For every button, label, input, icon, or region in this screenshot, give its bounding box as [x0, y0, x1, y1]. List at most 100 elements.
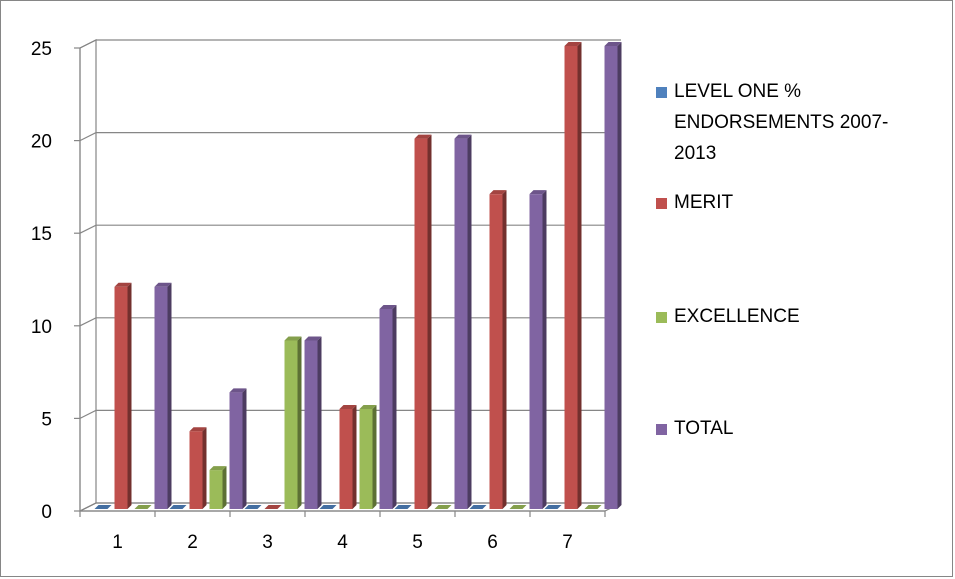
- bar-front: [489, 194, 503, 509]
- bar-top: [604, 42, 622, 46]
- bar[interactable]: [114, 282, 132, 509]
- bar-top: [584, 505, 602, 509]
- bar[interactable]: [189, 427, 207, 509]
- bar-front: [454, 138, 468, 509]
- bar-top: [284, 336, 302, 341]
- bar-top: [469, 505, 487, 509]
- x-tick-label: 4: [337, 532, 348, 553]
- bar-top: [394, 505, 412, 509]
- legend-label: 2013: [674, 143, 716, 164]
- bar[interactable]: [509, 505, 527, 509]
- bar-front: [154, 286, 168, 509]
- bar[interactable]: [339, 404, 357, 509]
- bar-side: [222, 466, 227, 509]
- legend-item[interactable]: MERIT: [656, 192, 734, 213]
- bar-front: [284, 340, 298, 509]
- bar[interactable]: [414, 134, 432, 509]
- bar[interactable]: [154, 282, 172, 509]
- y-tick-label: 0: [41, 502, 52, 523]
- bar-front: [379, 308, 393, 509]
- legend[interactable]: LEVEL ONE % ENDORSEMENTS 2007- 2013 MERIT EX…: [656, 81, 888, 439]
- bar[interactable]: [209, 466, 227, 509]
- bar-side: [392, 304, 397, 509]
- bar-side: [297, 336, 302, 509]
- bar-front: [414, 138, 428, 509]
- bar[interactable]: [359, 404, 377, 509]
- legend-label: LEVEL ONE %: [674, 81, 801, 102]
- bar-front: [564, 46, 578, 509]
- bar-top: [229, 388, 247, 393]
- bar-top: [134, 505, 152, 509]
- legend-label: MERIT: [674, 192, 734, 213]
- bar-top: [454, 134, 472, 139]
- bar[interactable]: [434, 505, 452, 509]
- gridline: [79, 409, 621, 419]
- gridline: [79, 224, 621, 234]
- x-tick-label: 6: [487, 532, 498, 553]
- legend-item[interactable]: LEVEL ONE % ENDORSEMENTS 2007- 2013: [656, 81, 888, 164]
- bar-top: [509, 505, 527, 509]
- bar-front: [604, 46, 618, 509]
- bar[interactable]: [229, 388, 247, 509]
- y-tick-label: 25: [31, 39, 52, 60]
- side-wall: [79, 39, 97, 512]
- bar[interactable]: [94, 505, 112, 509]
- bar[interactable]: [264, 505, 282, 509]
- bar-side: [502, 190, 507, 509]
- bar[interactable]: [394, 505, 412, 509]
- bar[interactable]: [564, 42, 582, 509]
- y-tick-label: 5: [41, 409, 52, 430]
- bar[interactable]: [469, 505, 487, 509]
- bar[interactable]: [379, 304, 397, 509]
- gridline: [79, 132, 621, 142]
- y-tick-label: 15: [31, 224, 52, 245]
- x-tick-label: 2: [187, 532, 198, 553]
- bar[interactable]: [489, 190, 507, 509]
- bar-top: [154, 282, 172, 287]
- bar-top: [169, 505, 187, 509]
- y-tick-label: 10: [31, 317, 52, 338]
- bar-side: [127, 282, 132, 509]
- x-tick-label: 1: [112, 532, 123, 553]
- bar-front: [114, 286, 128, 509]
- bar-front: [189, 431, 203, 509]
- bar-front: [209, 470, 223, 509]
- legend-item[interactable]: EXCELLENCE: [656, 306, 800, 327]
- bar-top: [304, 336, 322, 341]
- bar-side: [542, 190, 547, 509]
- bar[interactable]: [544, 505, 562, 509]
- bar[interactable]: [584, 505, 602, 509]
- bar[interactable]: [244, 505, 262, 509]
- bar[interactable]: [304, 336, 322, 509]
- bar-top: [564, 42, 582, 46]
- bar-top: [114, 282, 132, 287]
- bar-top: [544, 505, 562, 509]
- legend-label: TOTAL: [674, 418, 733, 439]
- bar-top: [189, 427, 207, 432]
- bar-side: [577, 42, 582, 509]
- bar[interactable]: [529, 190, 547, 509]
- gridlines: [79, 39, 621, 512]
- bar[interactable]: [284, 336, 302, 509]
- bar-side: [167, 282, 172, 509]
- bar[interactable]: [134, 505, 152, 509]
- legend-swatch: [656, 87, 667, 98]
- bar-top: [339, 404, 357, 409]
- bar-side: [467, 134, 472, 509]
- bar-top: [434, 505, 452, 509]
- bar[interactable]: [319, 505, 337, 509]
- legend-swatch: [656, 312, 667, 323]
- bar[interactable]: [454, 134, 472, 509]
- bar-side: [242, 388, 247, 509]
- y-axis-ticks: 0 5 10 15 20 25: [31, 39, 80, 523]
- bar-front: [229, 392, 243, 509]
- legend-label: ENDORSEMENTS 2007-: [674, 112, 888, 133]
- bar-top: [379, 304, 397, 309]
- legend-item[interactable]: TOTAL: [656, 418, 733, 439]
- bar[interactable]: [169, 505, 187, 509]
- bar[interactable]: [604, 42, 622, 509]
- bar-side: [352, 404, 357, 509]
- x-tick-label: 3: [262, 532, 273, 553]
- bar-front: [359, 408, 373, 509]
